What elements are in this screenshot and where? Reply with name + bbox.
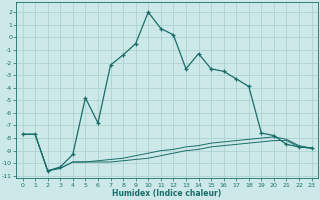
X-axis label: Humidex (Indice chaleur): Humidex (Indice chaleur) bbox=[112, 189, 222, 198]
